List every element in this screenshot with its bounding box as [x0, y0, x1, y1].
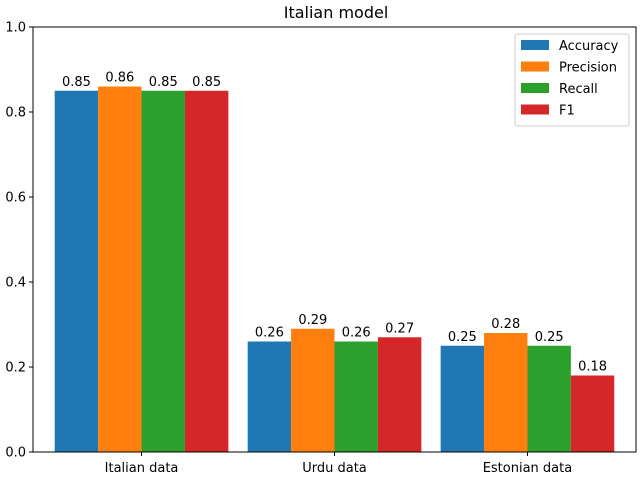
- bar-f1-urdu-data: [377, 337, 422, 452]
- legend: Accuracy Precision Recall F1: [514, 33, 630, 127]
- y-tick-label: 0.0: [5, 446, 26, 461]
- legend-swatch-f1: [521, 104, 549, 115]
- chart-title: Italian model: [284, 3, 389, 22]
- legend-label-recall: Recall: [559, 82, 598, 97]
- bar-value-label: 0.26: [342, 326, 371, 341]
- legend-label-precision: Precision: [559, 61, 617, 76]
- legend-label-accuracy: Accuracy: [559, 39, 619, 54]
- bar-value-label: 0.18: [578, 360, 607, 375]
- x-axis: Italian data Urdu data Estonian data: [105, 452, 573, 476]
- bar-labels-group: 0.85 0.26 0.25 0.86 0.29 0.28 0.85 0.26 0.25 0.85…: [62, 71, 607, 375]
- bar-precision-estonian-data: [484, 333, 528, 452]
- x-tick-label: Italian data: [105, 461, 179, 476]
- bar-value-label: 0.27: [385, 321, 414, 336]
- bar-recall-urdu-data: [334, 341, 378, 452]
- y-tick-label: 0.8: [5, 106, 26, 121]
- bar-value-label: 0.85: [192, 75, 221, 90]
- legend-swatch-precision: [521, 61, 549, 72]
- bar-f1-italian-data: [184, 90, 229, 452]
- bar-f1-estonian-data: [570, 375, 615, 452]
- y-tick-label: 1.0: [5, 21, 26, 36]
- bar-value-label: 0.26: [255, 326, 284, 341]
- y-axis: 0.0 0.2 0.4 0.6 0.8 1.0: [5, 21, 33, 461]
- bar-precision-urdu-data: [291, 328, 335, 452]
- bar-accuracy-estonian-data: [440, 345, 485, 452]
- bar-value-label: 0.28: [491, 317, 520, 332]
- bar-accuracy-italian-data: [54, 90, 99, 452]
- bar-value-label: 0.85: [149, 75, 178, 90]
- legend-swatch-accuracy: [521, 40, 549, 50]
- y-tick-label: 0.6: [5, 191, 26, 206]
- legend-swatch-recall: [521, 83, 549, 93]
- y-tick-label: 0.4: [5, 276, 26, 291]
- bar-precision-italian-data: [98, 86, 142, 452]
- x-tick-label: Estonian data: [483, 461, 573, 476]
- bar-value-label: 0.29: [298, 313, 327, 328]
- x-tick-label: Urdu data: [302, 461, 367, 476]
- plot-frame: [32, 26, 637, 453]
- bar-value-label: 0.25: [448, 330, 477, 345]
- legend-box: [514, 33, 630, 127]
- bars-group: [54, 86, 615, 452]
- legend-label-f1: F1: [559, 104, 575, 119]
- bar-recall-italian-data: [141, 90, 185, 452]
- bar-recall-estonian-data: [527, 345, 571, 452]
- bar-value-label: 0.25: [535, 330, 564, 345]
- bar-value-label: 0.85: [62, 75, 91, 90]
- bar-accuracy-urdu-data: [247, 341, 292, 452]
- bar-value-label: 0.86: [105, 71, 134, 86]
- y-tick-label: 0.2: [5, 361, 26, 376]
